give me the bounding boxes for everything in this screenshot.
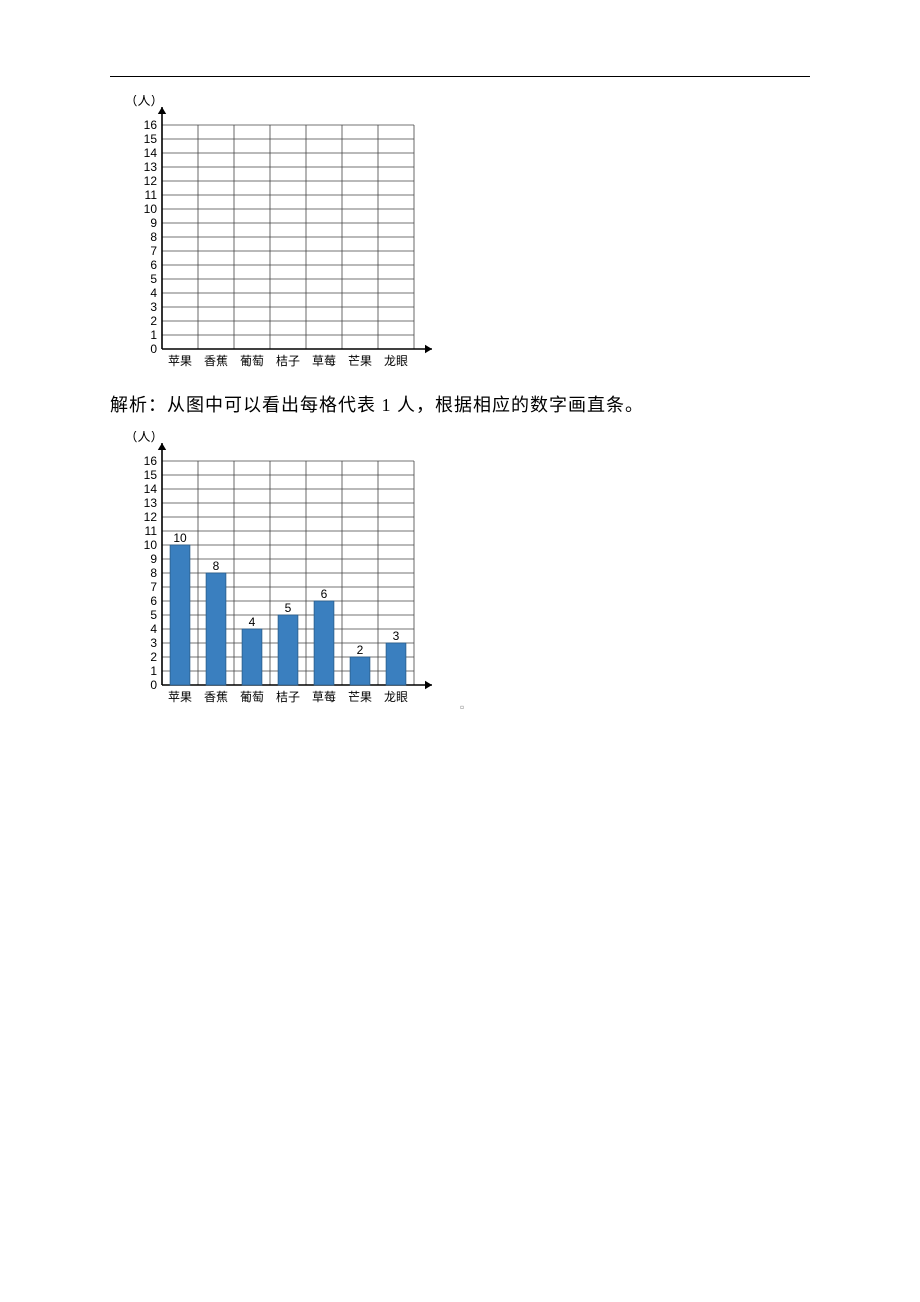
svg-text:9: 9 (150, 216, 157, 230)
svg-text:香蕉: 香蕉 (204, 690, 228, 704)
chart-filled: （人）012345678910111213141516苹果香蕉葡萄桔子草莓芒果龙… (120, 431, 454, 719)
svg-text:15: 15 (144, 132, 158, 146)
svg-text:4: 4 (249, 615, 256, 629)
svg-text:9: 9 (150, 552, 157, 566)
svg-text:2: 2 (150, 650, 157, 664)
svg-text:14: 14 (144, 146, 158, 160)
svg-text:5: 5 (150, 272, 157, 286)
footer-mark: ▫ (460, 700, 464, 715)
svg-text:7: 7 (150, 580, 157, 594)
svg-text:桔子: 桔子 (276, 690, 300, 704)
top-rule (110, 76, 810, 77)
svg-text:12: 12 (144, 174, 158, 188)
svg-text:葡萄: 葡萄 (240, 354, 264, 368)
svg-text:16: 16 (144, 454, 158, 468)
svg-text:草莓: 草莓 (312, 690, 336, 704)
svg-text:6: 6 (150, 258, 157, 272)
svg-text:葡萄: 葡萄 (240, 690, 264, 704)
svg-text:（人）: （人） (124, 431, 163, 444)
svg-text:5: 5 (150, 608, 157, 622)
svg-text:13: 13 (144, 496, 158, 510)
svg-text:3: 3 (150, 636, 157, 650)
svg-text:13: 13 (144, 160, 158, 174)
svg-text:0: 0 (150, 342, 157, 356)
svg-text:龙眼: 龙眼 (384, 354, 408, 368)
svg-text:桔子: 桔子 (276, 354, 300, 368)
svg-text:龙眼: 龙眼 (384, 690, 408, 704)
svg-text:芒果: 芒果 (348, 353, 372, 368)
svg-text:2: 2 (150, 314, 157, 328)
svg-text:14: 14 (144, 482, 158, 496)
svg-text:10: 10 (144, 202, 158, 216)
svg-text:6: 6 (321, 587, 328, 601)
svg-text:4: 4 (150, 286, 157, 300)
svg-text:0: 0 (150, 678, 157, 692)
svg-text:12: 12 (144, 510, 158, 524)
svg-text:10: 10 (173, 531, 187, 545)
page: （人）012345678910111213141516苹果香蕉葡萄桔子草莓芒果龙… (0, 0, 920, 1302)
svg-text:11: 11 (145, 188, 158, 202)
svg-text:8: 8 (213, 559, 220, 573)
svg-text:香蕉: 香蕉 (204, 354, 228, 368)
svg-text:6: 6 (150, 594, 157, 608)
svg-text:15: 15 (144, 468, 158, 482)
svg-text:3: 3 (393, 629, 400, 643)
svg-text:苹果: 苹果 (168, 690, 192, 704)
svg-text:10: 10 (144, 538, 158, 552)
svg-text:8: 8 (150, 566, 157, 580)
svg-text:4: 4 (150, 622, 157, 636)
svg-text:16: 16 (144, 118, 158, 132)
svg-text:11: 11 (145, 524, 158, 538)
chart-empty-wrap: （人）012345678910111213141516苹果香蕉葡萄桔子草莓芒果龙… (120, 95, 810, 383)
svg-text:（人）: （人） (124, 95, 163, 108)
svg-text:草莓: 草莓 (312, 354, 336, 368)
svg-text:8: 8 (150, 230, 157, 244)
chart-empty: （人）012345678910111213141516苹果香蕉葡萄桔子草莓芒果龙… (120, 95, 454, 383)
svg-text:芒果: 芒果 (348, 689, 372, 704)
svg-text:苹果: 苹果 (168, 354, 192, 368)
svg-text:1: 1 (150, 664, 157, 678)
chart-filled-wrap: （人）012345678910111213141516苹果香蕉葡萄桔子草莓芒果龙… (120, 431, 810, 719)
explanation-text: 解析：从图中可以看出每格代表 1 人，根据相应的数字画直条。 (110, 391, 810, 417)
svg-text:1: 1 (150, 328, 157, 342)
svg-text:7: 7 (150, 244, 157, 258)
svg-text:3: 3 (150, 300, 157, 314)
svg-text:2: 2 (357, 643, 364, 657)
svg-text:5: 5 (285, 601, 292, 615)
